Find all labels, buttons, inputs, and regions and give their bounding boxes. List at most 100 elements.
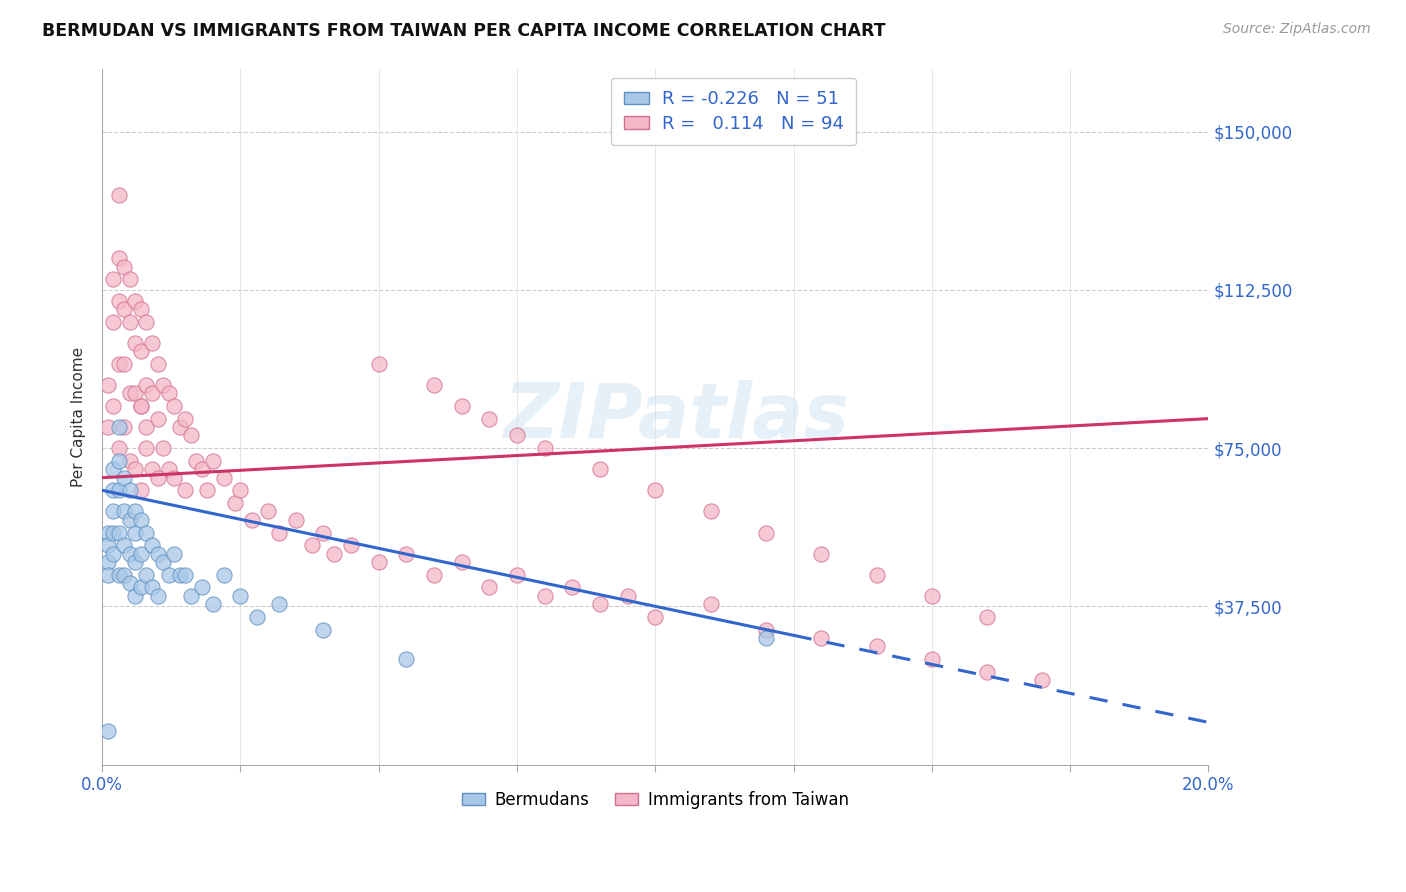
Point	[118, 576, 141, 591]
Point	[124, 555, 146, 569]
Point	[224, 496, 246, 510]
Point	[616, 589, 638, 603]
Point	[589, 597, 612, 611]
Point	[118, 454, 141, 468]
Point	[103, 504, 125, 518]
Point	[201, 597, 224, 611]
Point	[124, 293, 146, 308]
Point	[240, 513, 263, 527]
Point	[976, 610, 998, 624]
Point	[644, 483, 666, 498]
Point	[103, 547, 125, 561]
Point	[1031, 673, 1053, 687]
Point	[163, 471, 186, 485]
Point	[169, 420, 191, 434]
Point	[589, 462, 612, 476]
Point	[699, 597, 721, 611]
Point	[112, 471, 135, 485]
Point	[97, 723, 120, 738]
Point	[395, 547, 418, 561]
Point	[129, 580, 152, 594]
Point	[229, 483, 252, 498]
Point	[533, 589, 555, 603]
Point	[124, 504, 146, 518]
Point	[103, 462, 125, 476]
Point	[103, 272, 125, 286]
Point	[97, 555, 120, 569]
Point	[533, 441, 555, 455]
Point	[976, 665, 998, 679]
Point	[107, 188, 129, 202]
Point	[157, 567, 180, 582]
Point	[699, 504, 721, 518]
Point	[129, 399, 152, 413]
Point	[367, 357, 389, 371]
Point	[323, 547, 346, 561]
Y-axis label: Per Capita Income: Per Capita Income	[72, 346, 86, 486]
Point	[112, 504, 135, 518]
Point	[180, 589, 202, 603]
Point	[129, 301, 152, 316]
Point	[755, 525, 778, 540]
Point	[129, 513, 152, 527]
Point	[112, 357, 135, 371]
Point	[107, 357, 129, 371]
Point	[112, 301, 135, 316]
Point	[312, 623, 335, 637]
Point	[186, 454, 208, 468]
Point	[103, 399, 125, 413]
Point	[135, 441, 157, 455]
Point	[141, 462, 163, 476]
Point	[163, 399, 186, 413]
Point	[135, 567, 157, 582]
Point	[152, 377, 174, 392]
Point	[129, 344, 152, 359]
Point	[118, 513, 141, 527]
Point	[97, 525, 120, 540]
Point	[97, 567, 120, 582]
Point	[118, 483, 141, 498]
Point	[367, 555, 389, 569]
Point	[340, 538, 363, 552]
Point	[921, 652, 943, 666]
Point	[146, 357, 169, 371]
Text: ZIPatlas: ZIPatlas	[505, 379, 851, 453]
Point	[810, 631, 832, 645]
Point	[755, 623, 778, 637]
Point	[450, 399, 472, 413]
Point	[174, 567, 197, 582]
Point	[212, 567, 235, 582]
Point	[146, 471, 169, 485]
Text: BERMUDAN VS IMMIGRANTS FROM TAIWAN PER CAPITA INCOME CORRELATION CHART: BERMUDAN VS IMMIGRANTS FROM TAIWAN PER C…	[42, 22, 886, 40]
Point	[141, 335, 163, 350]
Point	[312, 525, 335, 540]
Point	[174, 483, 197, 498]
Point	[644, 610, 666, 624]
Point	[129, 399, 152, 413]
Point	[135, 377, 157, 392]
Point	[146, 411, 169, 425]
Point	[423, 567, 446, 582]
Point	[246, 610, 269, 624]
Point	[865, 567, 887, 582]
Point	[118, 386, 141, 401]
Point	[810, 547, 832, 561]
Point	[506, 567, 529, 582]
Point	[169, 567, 191, 582]
Point	[450, 555, 472, 569]
Point	[180, 428, 202, 442]
Point	[146, 547, 169, 561]
Point	[97, 377, 120, 392]
Point	[124, 462, 146, 476]
Point	[478, 580, 501, 594]
Point	[152, 555, 174, 569]
Point	[112, 420, 135, 434]
Point	[107, 420, 129, 434]
Point	[561, 580, 583, 594]
Point	[107, 252, 129, 266]
Point	[129, 547, 152, 561]
Point	[152, 441, 174, 455]
Point	[118, 547, 141, 561]
Point	[141, 580, 163, 594]
Point	[107, 293, 129, 308]
